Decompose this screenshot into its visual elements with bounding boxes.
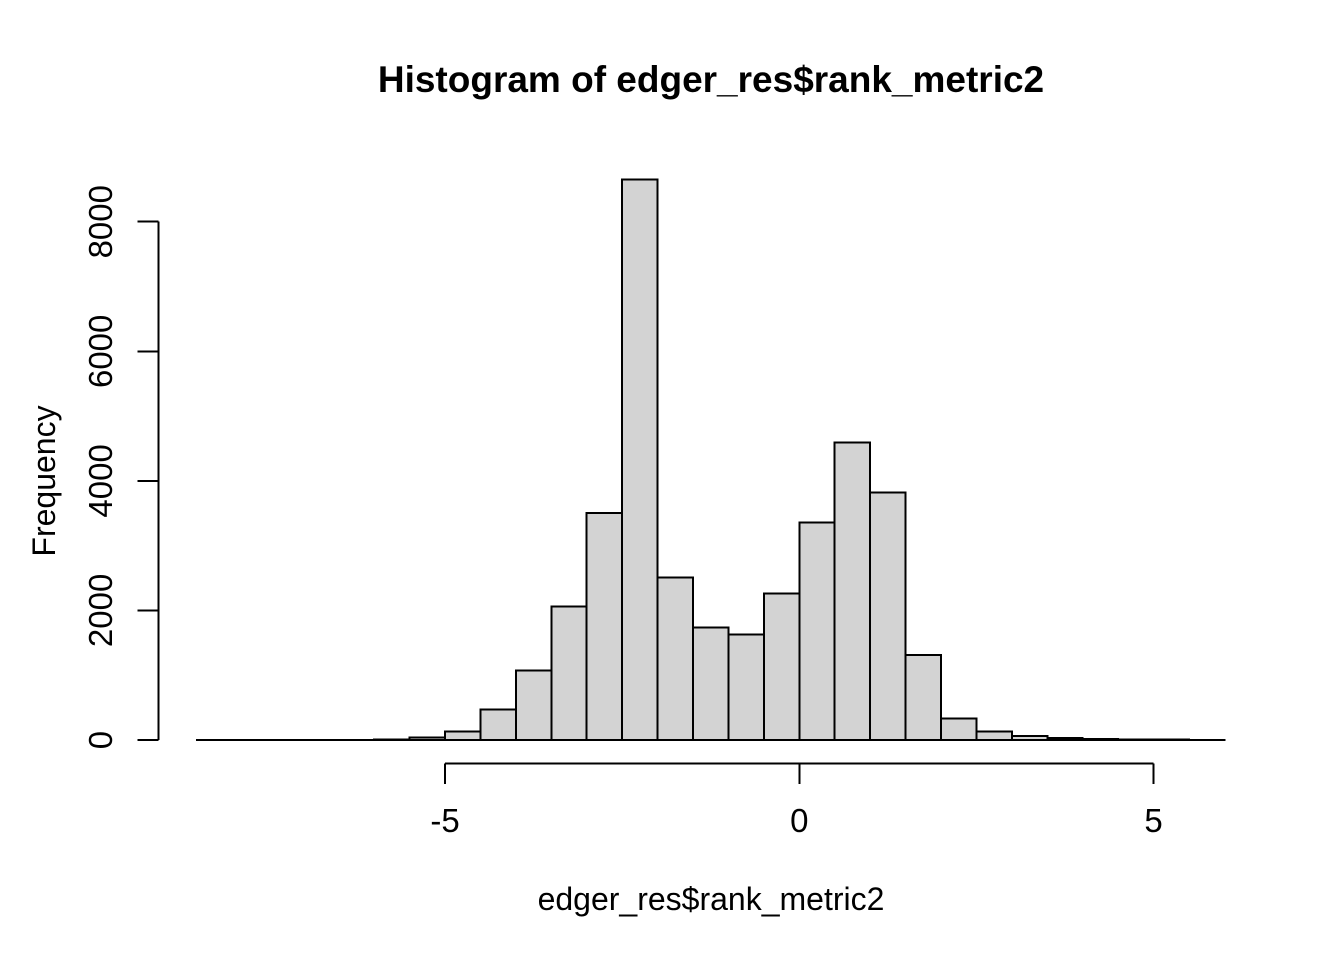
histogram-bar <box>444 730 482 742</box>
x-axis: -5 0 5 <box>430 762 1163 839</box>
x-axis-label: edger_res$rank_metric2 <box>538 881 885 917</box>
histogram-bar <box>940 717 978 741</box>
chart-title: Histogram of edger_res$rank_metric2 <box>378 59 1044 100</box>
y-tick-label: 0 <box>82 731 119 749</box>
histogram-bar <box>975 730 1013 742</box>
x-tick-label: 5 <box>1144 802 1162 839</box>
histogram-bar <box>479 708 517 741</box>
histogram-bar <box>1117 738 1155 741</box>
histogram-bar <box>408 736 447 741</box>
histogram-bar <box>1046 737 1084 741</box>
y-tick-label: 2000 <box>82 574 119 647</box>
histogram-bar <box>514 669 553 741</box>
x-tick-label: 0 <box>790 802 808 839</box>
histogram-bar <box>692 626 730 742</box>
histogram-bar <box>1010 735 1049 741</box>
y-tick-label: 6000 <box>82 315 119 388</box>
histogram-bar <box>550 605 588 741</box>
histogram-bar <box>869 491 907 742</box>
histogram-bar <box>1081 738 1120 742</box>
y-axis: 0 2000 4000 6000 8000 <box>82 185 160 749</box>
y-tick-label: 4000 <box>82 444 119 517</box>
histogram-bar <box>762 592 801 742</box>
histogram-bar <box>833 441 872 741</box>
x-tick-label: -5 <box>430 802 459 839</box>
histogram-bars <box>195 178 1226 742</box>
y-tick-label: 8000 <box>82 185 119 258</box>
histogram-bar <box>727 633 765 742</box>
histogram-bar <box>621 178 659 741</box>
histogram-bar <box>656 576 695 741</box>
histogram-bar <box>798 521 836 741</box>
histogram-bar <box>904 654 943 742</box>
y-axis-label: Frequency <box>26 405 62 556</box>
histogram-bar <box>585 512 624 741</box>
